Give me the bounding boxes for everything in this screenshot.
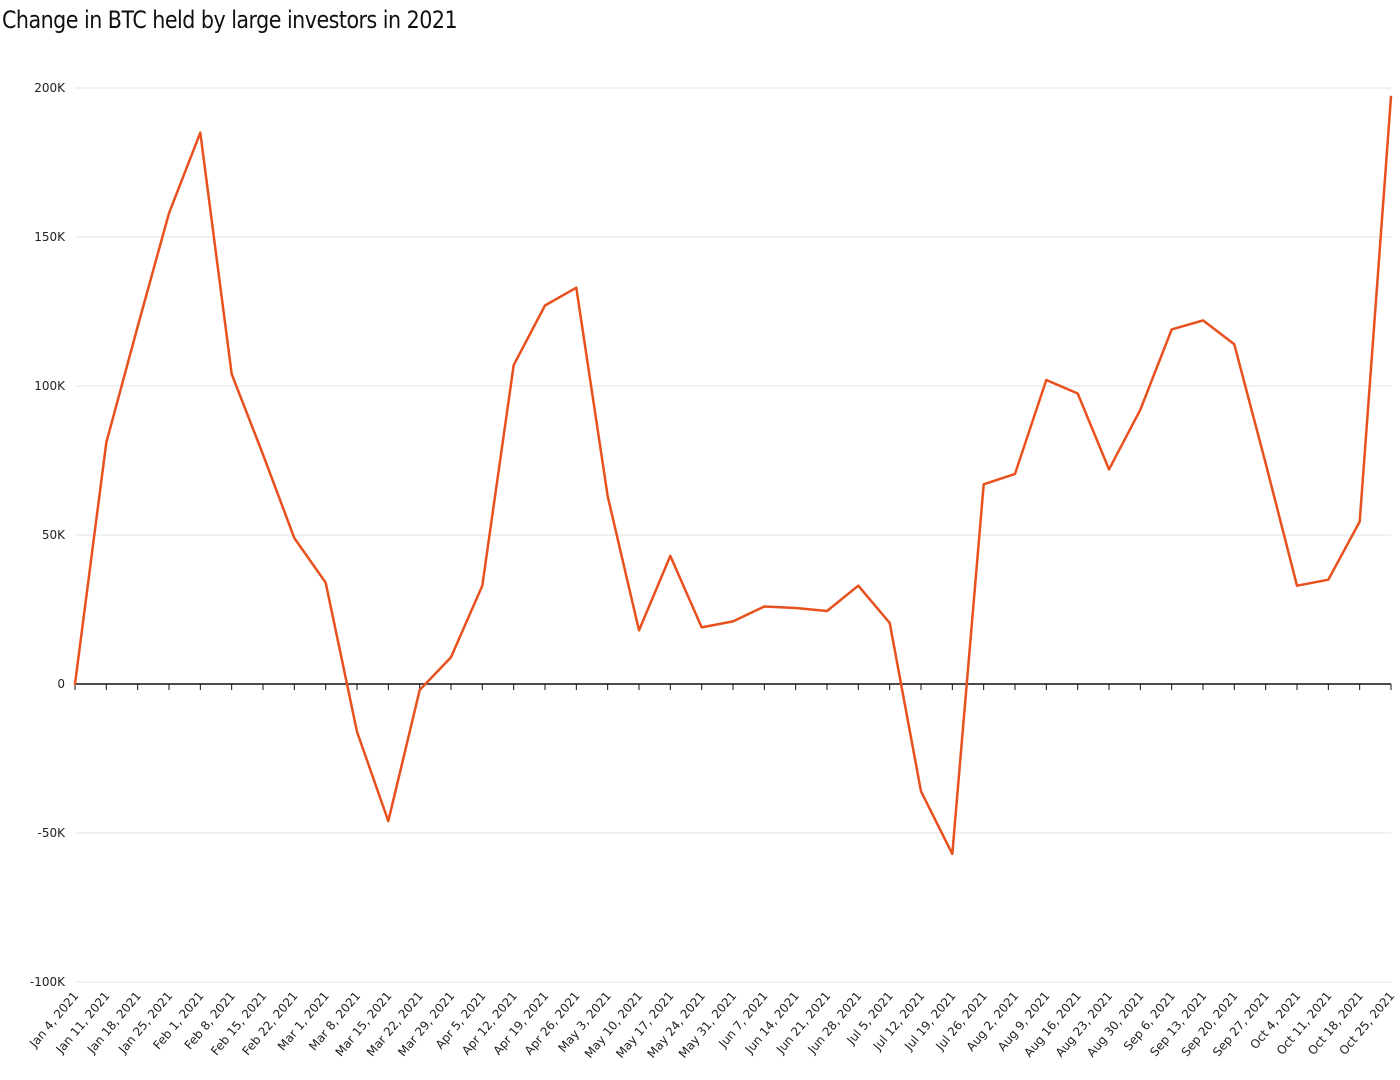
data-point [103, 440, 109, 446]
data-point [448, 654, 454, 660]
data-point [918, 788, 924, 794]
data-point [1137, 407, 1143, 413]
data-point [542, 303, 548, 309]
y-tick-label: 150K [34, 230, 66, 244]
y-tick-label: -100K [30, 975, 66, 989]
data-point [1325, 577, 1331, 583]
data-point [1231, 341, 1237, 347]
data-point [323, 580, 329, 586]
data-point [1200, 317, 1206, 323]
data-point [855, 583, 861, 589]
data-point [573, 285, 579, 291]
data-point [1357, 519, 1363, 525]
y-tick-label: 0 [57, 677, 65, 691]
data-point [699, 624, 705, 630]
y-tick-label: 200K [34, 81, 66, 95]
data-point [887, 620, 893, 626]
y-tick-label: -50K [38, 826, 67, 840]
y-tick-label: 50K [42, 528, 66, 542]
data-point [229, 371, 235, 377]
data-point [479, 583, 485, 589]
data-point [354, 729, 360, 735]
data-point [667, 553, 673, 559]
series-line [73, 95, 1393, 856]
data-point [72, 681, 78, 687]
data-point [385, 818, 391, 824]
data-point [824, 608, 830, 614]
data-point [949, 851, 955, 857]
data-point [636, 627, 642, 633]
data-point [166, 210, 172, 216]
y-tick-label: 100K [34, 379, 66, 393]
data-point [260, 452, 266, 458]
data-point [730, 618, 736, 624]
data-point [417, 687, 423, 693]
data-point [511, 362, 517, 368]
data-point [793, 605, 799, 611]
gridlines [75, 87, 1391, 983]
data-point [135, 323, 141, 329]
data-point [1106, 466, 1112, 472]
data-point [1043, 377, 1049, 383]
data-point [197, 130, 203, 136]
chart-title: Change in BTC held by large investors in… [2, 6, 458, 34]
data-point [1169, 326, 1175, 332]
data-point [1012, 471, 1018, 477]
data-point [1388, 94, 1394, 100]
data-point [761, 604, 767, 610]
data-point [605, 493, 611, 499]
data-point [291, 535, 297, 541]
data-point [1294, 583, 1300, 589]
data-point [981, 481, 987, 487]
data-point [1075, 390, 1081, 396]
series-line-group [72, 94, 1394, 857]
y-axis: 200K 150K 100K 50K 0 -50K -100K [30, 81, 66, 989]
data-point [1263, 460, 1269, 466]
